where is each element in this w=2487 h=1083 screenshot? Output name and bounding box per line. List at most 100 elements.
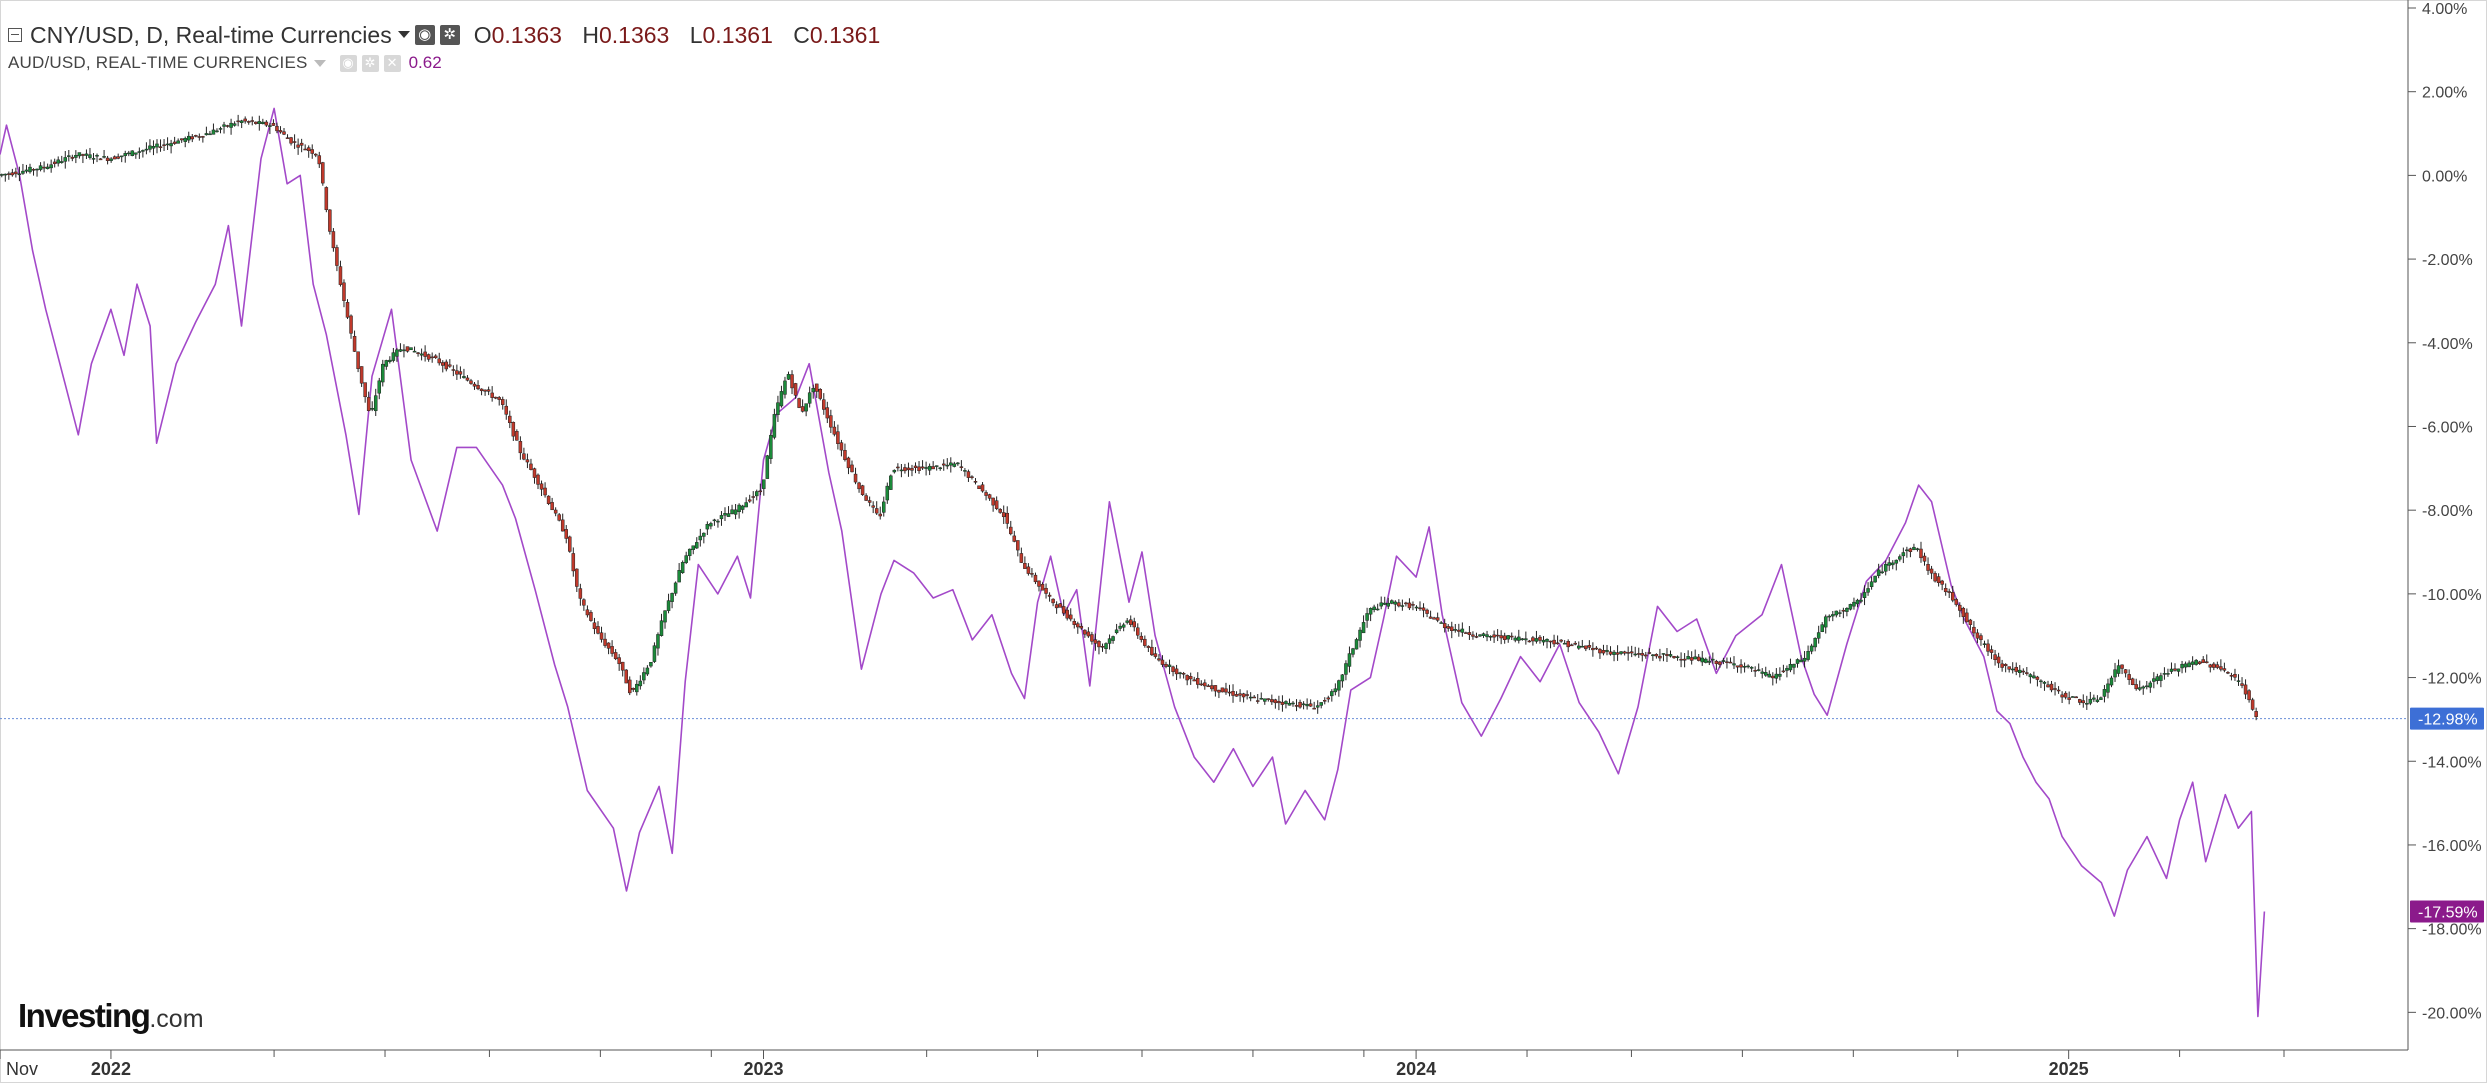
- candle-body: [649, 662, 653, 667]
- symbol-title[interactable]: CNY/USD, D, Real-time Currencies: [30, 21, 392, 48]
- candle-body: [268, 125, 272, 127]
- compare-close-icon[interactable]: ✕: [383, 54, 401, 72]
- candle-body: [1520, 638, 1525, 640]
- candle-body: [825, 407, 830, 419]
- candle-body: [557, 514, 561, 521]
- candle-body: [1711, 658, 1715, 661]
- candle-body: [910, 468, 914, 471]
- candle-body: [1136, 627, 1140, 636]
- candle-body: [1725, 661, 1729, 663]
- candle-body: [14, 171, 18, 175]
- candle-body: [666, 600, 671, 611]
- candle-body: [1742, 666, 1747, 668]
- candle-body: [927, 465, 932, 471]
- candle-body: [1012, 535, 1017, 542]
- candle-body: [1605, 649, 1609, 652]
- candle-body: [1354, 639, 1359, 650]
- candle-body: [814, 383, 819, 392]
- candle-body: [1375, 608, 1380, 611]
- candle-body: [2190, 661, 2195, 665]
- x-tick-label: 2024: [1396, 1059, 1436, 1079]
- candle-body: [479, 388, 484, 392]
- candle-body: [878, 513, 882, 517]
- candle-body: [769, 435, 773, 459]
- candle-body: [582, 599, 586, 606]
- compare-title[interactable]: AUD/USD, REAL-TIME CURRENCIES: [8, 53, 308, 72]
- settings-icon[interactable]: ✲: [439, 24, 460, 45]
- candle-body: [1573, 642, 1577, 645]
- candle-body: [105, 157, 110, 161]
- candle-body: [1326, 697, 1331, 700]
- candle-body: [1065, 609, 1069, 619]
- collapse-icon[interactable]: [8, 27, 22, 42]
- candle-body: [10, 172, 15, 176]
- candle-body: [1615, 652, 1620, 655]
- candle-body: [522, 453, 526, 460]
- candle-body: [2074, 696, 2078, 699]
- candle-body: [1435, 617, 1440, 621]
- candle-body: [335, 247, 339, 266]
- candle-body: [1203, 682, 1207, 687]
- candle-body: [1414, 606, 1419, 609]
- candle-body: [2120, 664, 2124, 669]
- candle-body: [1178, 672, 1182, 675]
- candle-body: [702, 532, 706, 537]
- logo-main-text: Investing: [18, 997, 151, 1034]
- candle-body: [2183, 663, 2188, 668]
- candle-body: [1958, 604, 1962, 611]
- candle-body: [846, 457, 851, 469]
- candle-body: [1266, 698, 1271, 700]
- candle-body: [698, 535, 703, 541]
- candle-body: [973, 481, 978, 483]
- candle-body: [2240, 683, 2244, 686]
- candle-body: [1555, 642, 1560, 645]
- candle-body: [363, 382, 367, 398]
- compare-settings-icon[interactable]: ✲: [361, 54, 379, 72]
- candle-body: [271, 123, 276, 126]
- candle-body: [1090, 634, 1094, 642]
- candle-body: [1538, 636, 1542, 641]
- candle-body: [1820, 624, 1824, 632]
- candle-body: [705, 523, 710, 530]
- candle-body: [867, 500, 872, 503]
- candle-body: [1562, 642, 1567, 645]
- candle-body: [751, 496, 755, 498]
- candle-body: [2053, 688, 2057, 690]
- candle-body: [709, 523, 713, 527]
- candle-body: [84, 153, 89, 156]
- candle-body: [441, 362, 445, 366]
- candle-body: [1079, 626, 1084, 629]
- candle-body: [931, 466, 935, 470]
- candle-body: [592, 622, 597, 630]
- candle-body: [222, 124, 226, 127]
- candle-body: [1612, 651, 1616, 655]
- candle-body: [1467, 632, 1472, 635]
- candle-body: [190, 136, 195, 140]
- visibility-icon[interactable]: ◉: [414, 24, 435, 45]
- candle-body: [1157, 658, 1161, 661]
- candle-body: [1749, 666, 1754, 669]
- candle-body: [1418, 607, 1422, 610]
- compare-chevron-icon[interactable]: [313, 59, 326, 67]
- candle-body: [1517, 636, 1521, 641]
- ohlc-high-value: 0.1363: [598, 21, 670, 48]
- candle-body: [1940, 580, 1944, 585]
- candle-body: [2219, 666, 2223, 670]
- candle-body: [1989, 649, 1994, 653]
- candle-body: [1139, 635, 1144, 640]
- candle-body: [1651, 654, 1655, 657]
- candle-body: [1767, 673, 1772, 678]
- candle-body: [56, 159, 60, 164]
- aud-usd-line: [0, 107, 2266, 1018]
- chevron-down-icon[interactable]: [397, 31, 410, 38]
- compare-visibility-icon[interactable]: ◉: [339, 54, 357, 72]
- candle-body: [1382, 602, 1387, 605]
- candle-body: [518, 441, 523, 454]
- candle-body: [980, 484, 985, 492]
- compare-value: 0.62: [408, 53, 442, 72]
- value-badge-label: -17.59%: [2418, 904, 2478, 921]
- candle-body: [1760, 671, 1764, 674]
- candle-body: [2010, 668, 2015, 671]
- candle-body: [1330, 691, 1334, 697]
